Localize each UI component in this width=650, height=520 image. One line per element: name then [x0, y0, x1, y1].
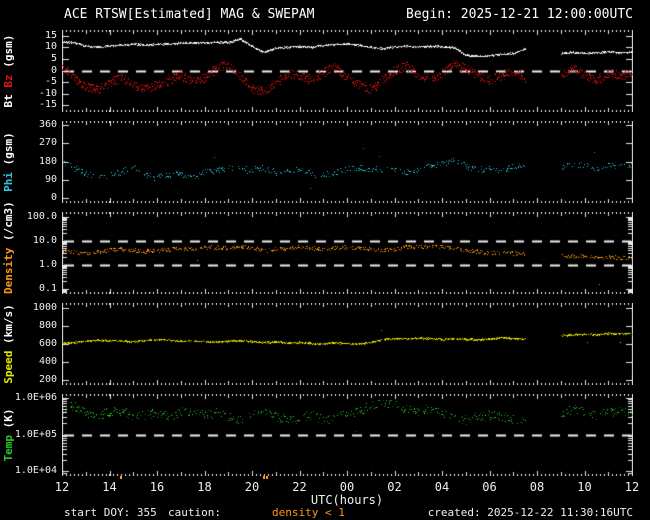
begin-timestamp: Begin: 2025-12-21 12:00:00UTC — [406, 7, 633, 22]
density-panel-canvas — [62, 212, 633, 294]
bt-bz-ytick-label: 10 — [44, 41, 57, 53]
speed-panel-canvas — [62, 303, 633, 385]
bt-bz-axis-title-part: Bz — [2, 74, 15, 95]
x-tick-label: 18 — [197, 480, 212, 494]
x-tick-label: 08 — [529, 480, 545, 494]
bt-bz-axis-title-part: (gsm) — [2, 34, 15, 75]
temp-ytick-label: 1.0E+05 — [14, 428, 57, 440]
temp-axis-title: Temp (K) — [2, 394, 16, 476]
x-tick-label: 20 — [244, 480, 260, 494]
caution-tick-mark — [262, 476, 265, 479]
speed-ytick-label: 400 — [38, 355, 57, 367]
speed-axis-title-part: (km/s) — [2, 304, 15, 351]
bt-bz-axis-title: Bt Bz (gsm) — [2, 30, 16, 112]
density-axis-title-part: (/cm3) — [2, 201, 15, 248]
speed-axis-title-part: Speed — [2, 350, 15, 384]
x-axis-title: UTC(hours) — [310, 493, 384, 507]
bt-bz-axis-title-part: Bt — [2, 94, 15, 108]
phi-ytick-label: 360 — [38, 118, 57, 130]
density-axis-title: Density (/cm3) — [2, 201, 16, 294]
phi-axis-title-part: Phi — [2, 171, 15, 192]
speed-ytick-label: 200 — [38, 373, 57, 385]
bt-bz-ytick-label: 5 — [50, 52, 57, 64]
x-tick-label: 16 — [149, 480, 165, 494]
x-tick-label: 12 — [624, 480, 640, 494]
bt-bz-ytick-label: -10 — [38, 87, 57, 99]
density-axis-title-part: Density — [2, 247, 15, 294]
phi-ytick-label: 90 — [44, 173, 57, 185]
x-tick-label: 06 — [482, 480, 497, 494]
phi-axis-title: Phi (gsm) — [2, 121, 16, 203]
caution-tick-mark — [266, 476, 269, 479]
bt-bz-ytick-label: -15 — [38, 99, 57, 111]
phi-panel-canvas — [62, 121, 633, 203]
temp-panel-canvas — [62, 394, 633, 476]
phi-axis-title-part: (gsm) — [2, 132, 15, 172]
bt-bz-ytick-label: -5 — [44, 76, 57, 88]
density-ytick-label: 1.0 — [38, 258, 57, 270]
x-tick-label: 02 — [387, 480, 402, 494]
temp-ytick-label: 1.0E+04 — [14, 465, 57, 477]
x-tick-label: 22 — [292, 480, 307, 494]
speed-ytick-label: 600 — [38, 337, 57, 349]
density-ytick-label: 100.0 — [26, 210, 57, 222]
caution-value-label: density < 1 — [272, 506, 345, 519]
temp-axis-title-part: Temp — [2, 435, 15, 462]
speed-ytick-label: 800 — [38, 319, 57, 331]
bt-bz-panel-canvas — [62, 30, 633, 112]
x-tick-label: 00 — [339, 480, 355, 494]
x-tick-label: 12 — [54, 480, 70, 494]
speed-ytick-label: 1000 — [32, 301, 57, 313]
speed-axis-title: Speed (km/s) — [2, 303, 16, 385]
created-timestamp: created: 2025-12-22 11:30:16UTC — [427, 506, 633, 519]
x-tick-label: 04 — [434, 480, 450, 494]
plot-title: ACE RTSW[Estimated] MAG & SWEPAM — [64, 7, 315, 22]
start-doy-label: start DOY: 355 — [64, 506, 157, 519]
temp-axis-title-part: (K) — [2, 408, 15, 435]
phi-ytick-label: 180 — [38, 155, 57, 167]
caution-tick-mark — [120, 476, 123, 479]
caution-label: caution: — [168, 506, 221, 519]
density-ytick-label: 0.1 — [38, 282, 57, 294]
phi-ytick-label: 270 — [38, 137, 57, 149]
temp-ytick-label: 1.0E+06 — [14, 391, 57, 403]
phi-ytick-label: 0 — [50, 192, 57, 204]
bt-bz-ytick-label: 15 — [44, 29, 57, 41]
bt-bz-ytick-label: 0 — [50, 64, 57, 76]
density-ytick-label: 10.0 — [32, 234, 57, 246]
x-tick-label: 10 — [577, 480, 592, 494]
x-tick-label: 14 — [102, 480, 117, 494]
